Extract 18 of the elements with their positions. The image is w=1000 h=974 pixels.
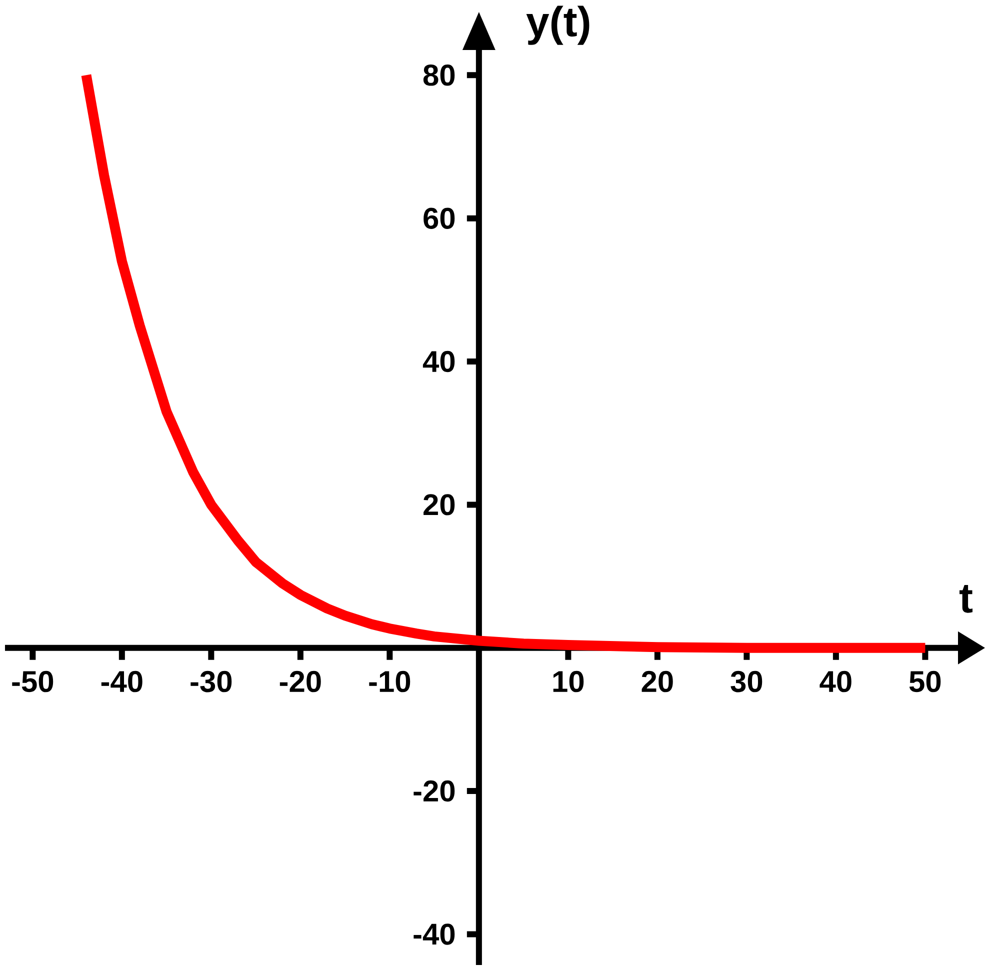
x-tick-label: 10 bbox=[553, 670, 584, 692]
x-tick-label: 20 bbox=[642, 670, 673, 692]
y-tick-label: 40 bbox=[422, 350, 455, 372]
x-axis-title: t bbox=[960, 585, 972, 613]
y-tick-label: -40 bbox=[414, 924, 455, 945]
x-tick-label: -40 bbox=[101, 670, 142, 692]
x-tick-label: 40 bbox=[820, 670, 852, 692]
x-tick-label: -10 bbox=[369, 670, 410, 692]
y-axis-title: y(t) bbox=[526, 6, 590, 45]
x-tick-label: -20 bbox=[280, 670, 321, 692]
x-tick-label: -30 bbox=[190, 670, 232, 692]
y-tick-label: -20 bbox=[414, 780, 455, 802]
y-tick-label: 20 bbox=[424, 494, 455, 516]
x-tick-label: 50 bbox=[909, 670, 941, 692]
y-tick-label: 60 bbox=[424, 208, 455, 229]
x-tick-label: 30 bbox=[730, 670, 762, 692]
y-tick-label: 80 bbox=[423, 64, 455, 86]
x-tick-label: -50 bbox=[12, 670, 54, 692]
